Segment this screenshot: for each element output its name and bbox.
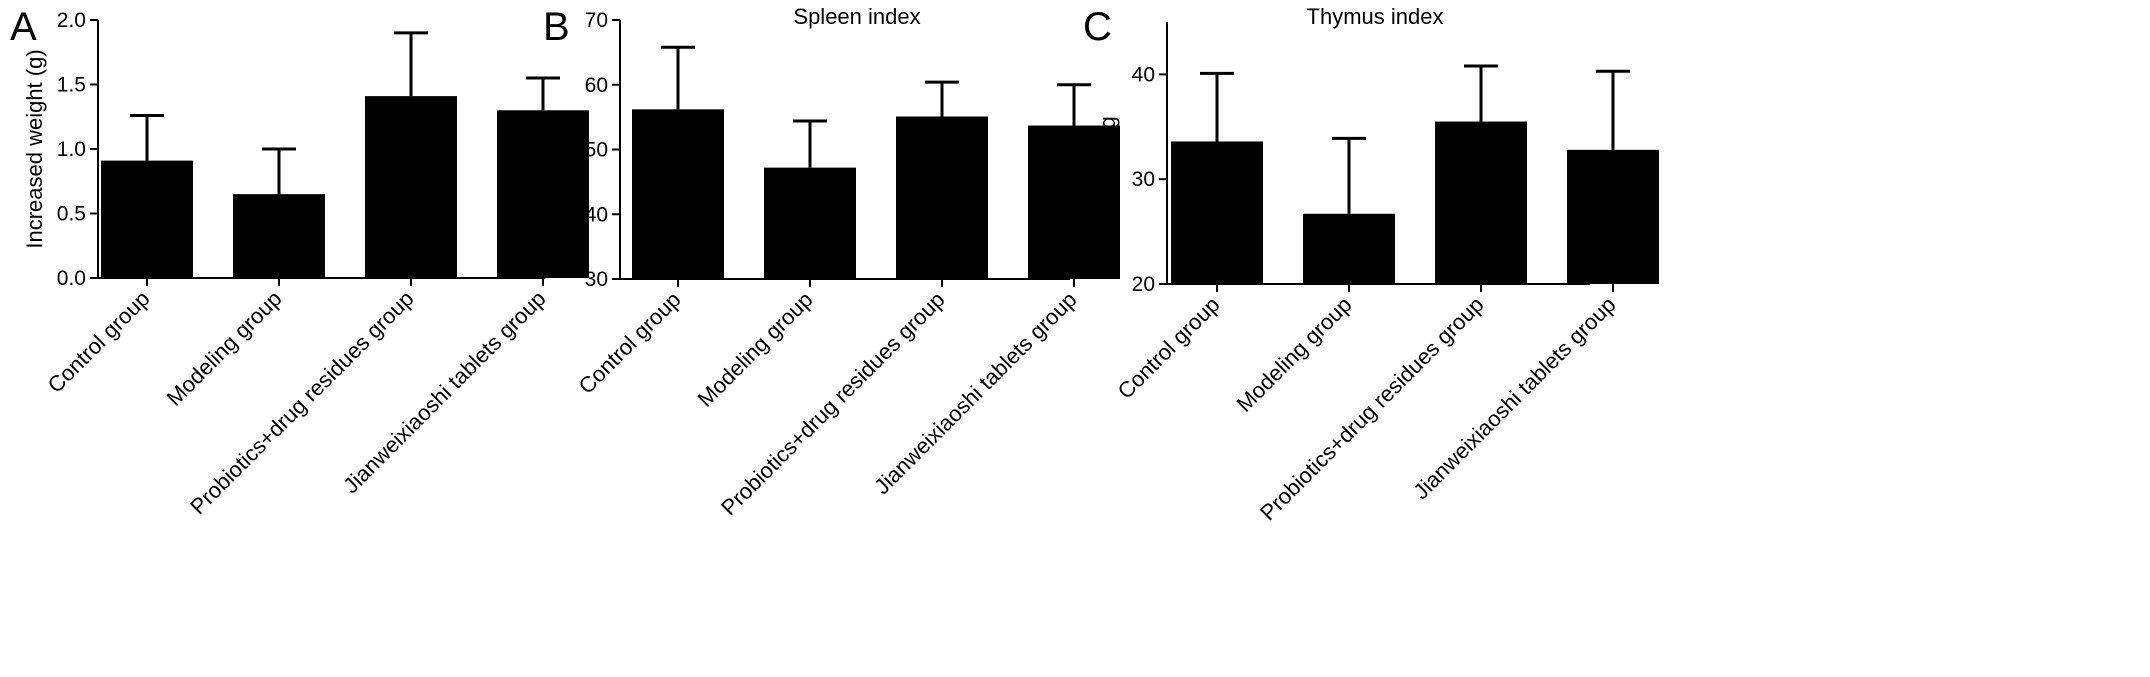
category-label: Modeling group bbox=[693, 287, 818, 412]
category-label: Modeling group bbox=[162, 286, 287, 411]
y-tick-label: 40 bbox=[585, 203, 608, 226]
bar bbox=[764, 167, 856, 279]
panel-c: C Thymus index mg/10g 20 30 40 Control group Mo… bbox=[1083, 4, 1659, 525]
y-tick-label: 50 bbox=[585, 139, 608, 162]
bar bbox=[896, 116, 988, 279]
y-tick-label: 70 bbox=[585, 9, 608, 32]
y-tick-label: 40 bbox=[1132, 63, 1155, 86]
y-tick-label: 0.0 bbox=[57, 267, 86, 290]
category-label: Control group bbox=[1113, 292, 1225, 404]
y-tick-label: 20 bbox=[1132, 273, 1155, 296]
bar bbox=[1028, 125, 1120, 279]
bar bbox=[1171, 141, 1263, 284]
y-tick-label: 0.5 bbox=[57, 203, 86, 226]
bar bbox=[233, 194, 325, 278]
category-label: Probiotics+drug residues group bbox=[185, 286, 418, 519]
category-label: Control group bbox=[574, 287, 686, 399]
y-tick-label: 2.0 bbox=[57, 9, 86, 32]
category-label: Probiotics+drug residues group bbox=[1255, 292, 1488, 525]
bar bbox=[365, 96, 457, 278]
bar bbox=[101, 160, 193, 278]
panel-b: B Spleen index mg/10g 30 40 50 60 70 Control gro… bbox=[543, 4, 1120, 520]
bar bbox=[1567, 149, 1659, 284]
chart-title: Thymus index bbox=[1307, 4, 1444, 29]
y-tick-label: 1.5 bbox=[57, 74, 86, 97]
y-axis-label: mg/10g bbox=[1095, 116, 1120, 189]
panel-letter: B bbox=[543, 5, 570, 49]
y-axis-label: Increased weight (g) bbox=[22, 49, 47, 248]
y-tick-label: 1.0 bbox=[57, 138, 86, 161]
category-label: Probiotics+drug residues group bbox=[716, 287, 949, 520]
bar bbox=[497, 110, 589, 278]
y-tick-label: 30 bbox=[585, 268, 608, 291]
bar bbox=[632, 109, 724, 279]
chart-title: Spleen index bbox=[793, 4, 920, 29]
category-label: Control group bbox=[43, 286, 155, 398]
bar bbox=[1435, 121, 1527, 284]
panel-letter: C bbox=[1083, 5, 1112, 49]
y-axis-label: mg/10g bbox=[560, 113, 585, 186]
category-label: Modeling group bbox=[1232, 292, 1357, 417]
y-tick-label: 60 bbox=[585, 74, 608, 97]
y-tick-label: 30 bbox=[1132, 168, 1155, 191]
bar bbox=[1303, 213, 1395, 284]
panel-letter: A bbox=[10, 5, 37, 49]
